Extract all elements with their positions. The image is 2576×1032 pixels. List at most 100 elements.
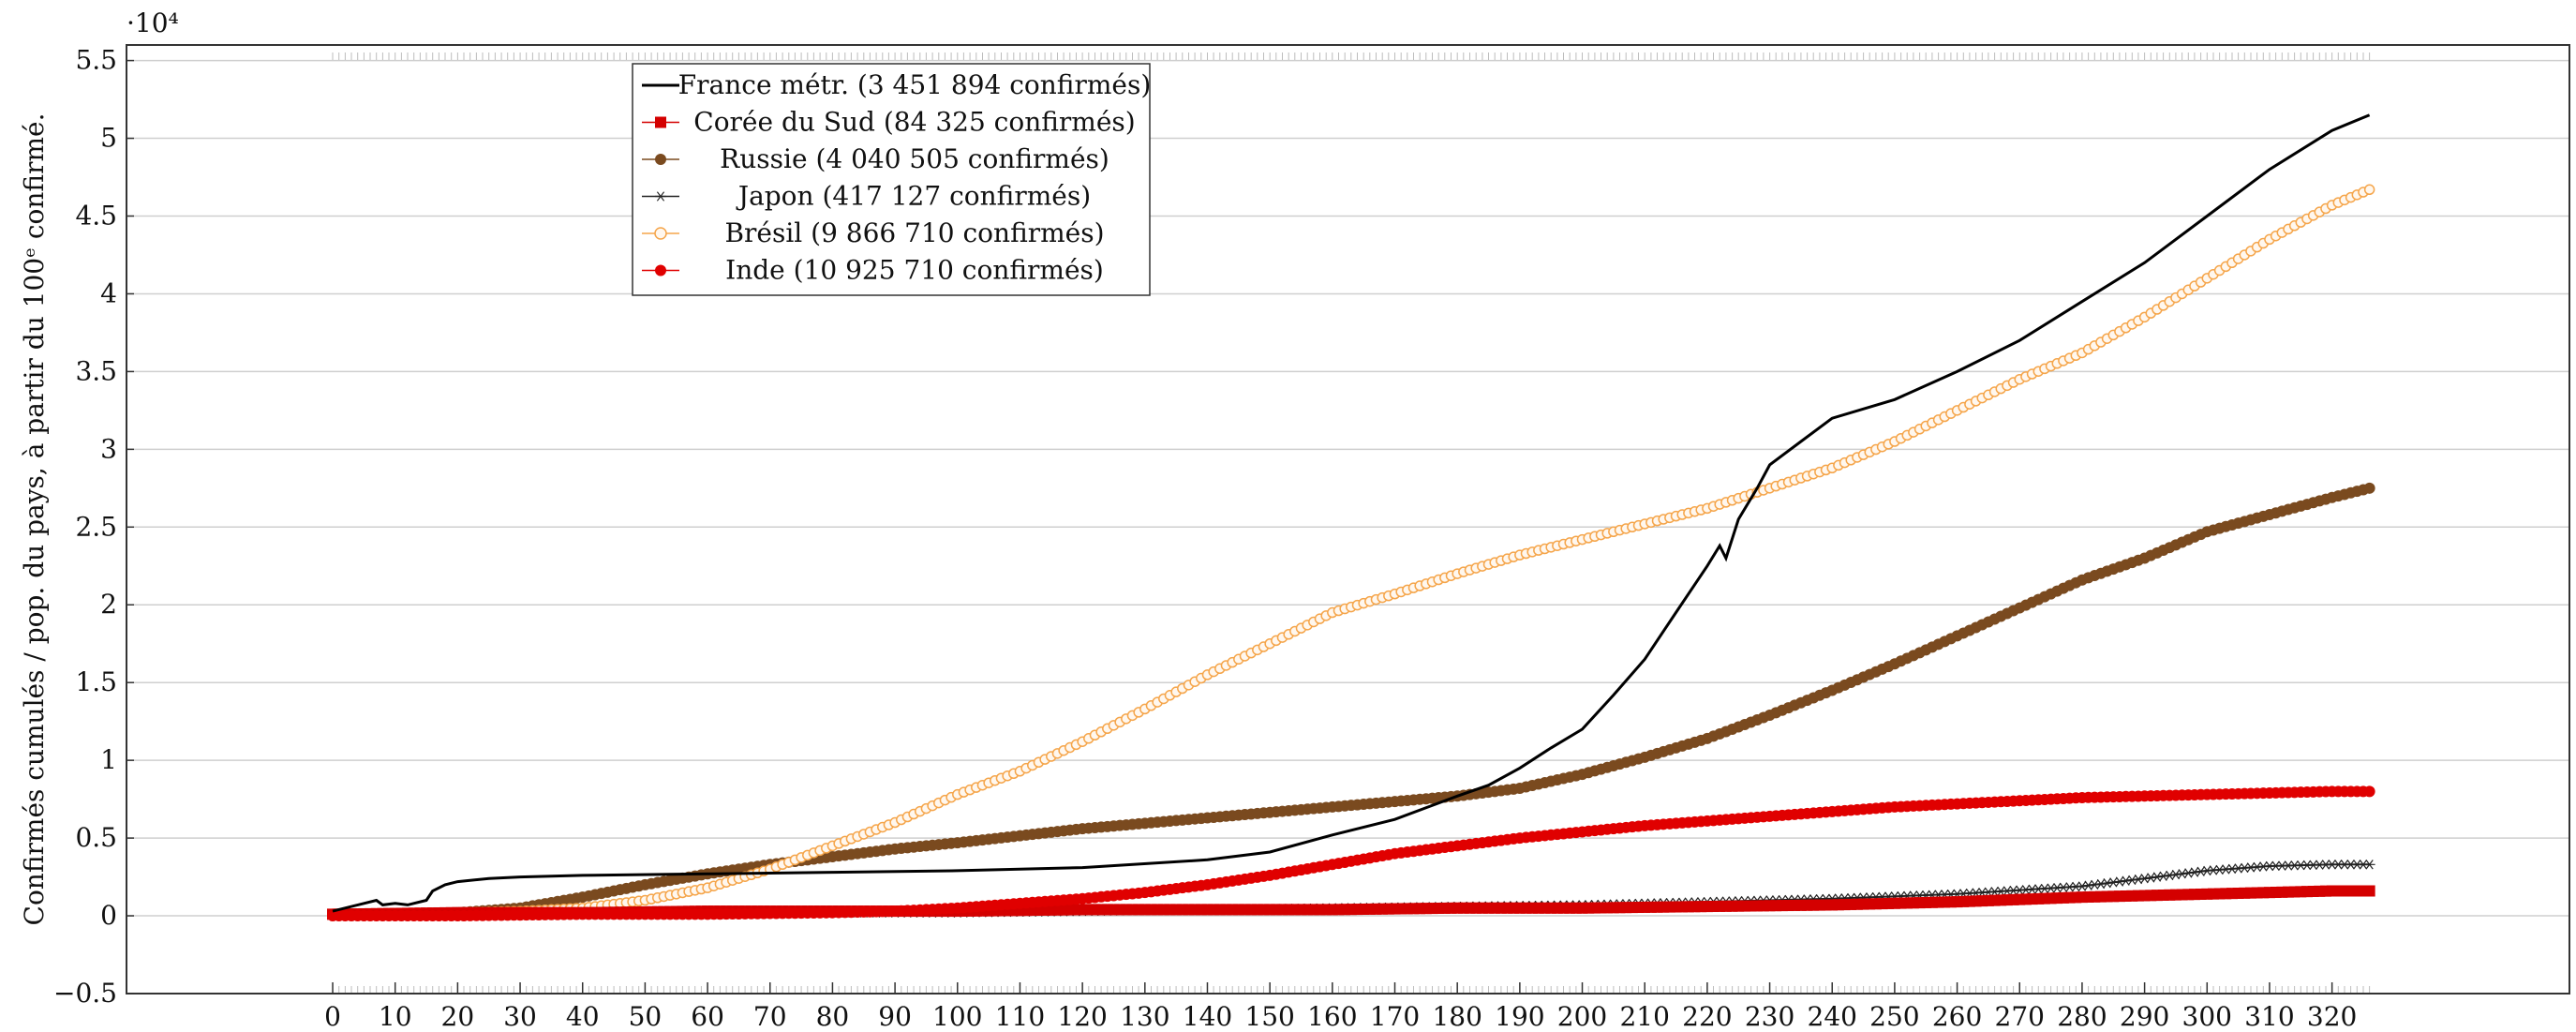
data-point — [2188, 867, 2200, 877]
x-tick-label: 10 — [379, 1001, 412, 1032]
y-tick-label: 4 — [100, 277, 117, 308]
plot-frame — [126, 44, 2570, 995]
x-tick-label: 190 — [1495, 1001, 1544, 1032]
x-tick-label: 300 — [2182, 1001, 2232, 1032]
legend-label: Inde (10 925 710 confirmés) — [725, 255, 1104, 286]
x-tick-label: 280 — [2057, 1001, 2107, 1032]
legend-label: France métr. (3 451 894 confirmés) — [678, 69, 1152, 100]
data-point — [2101, 878, 2113, 889]
x-tick-label: 110 — [995, 1001, 1045, 1032]
x-tick-label: 170 — [1370, 1001, 1420, 1032]
x-tick-label: 30 — [503, 1001, 537, 1032]
data-point — [2089, 879, 2101, 890]
legend-entry: Japon (417 127 confirmés) — [642, 181, 1091, 212]
data-point — [2151, 872, 2163, 882]
legend-entry: Brésil (9 866 710 confirmés) — [642, 217, 1105, 248]
series-0 — [332, 113, 2371, 913]
data-point — [2132, 874, 2144, 885]
data-point — [2169, 869, 2181, 880]
x-tick-label: 40 — [566, 1001, 600, 1032]
legend-label: Japon (417 127 confirmés) — [736, 181, 1091, 212]
legend-label: Russie (4 040 505 confirmés) — [720, 143, 1109, 174]
grid-lines — [127, 59, 2569, 995]
y-tick-label: 2 — [100, 589, 117, 620]
data-point — [2363, 785, 2375, 798]
x-tick-label: 250 — [1869, 1001, 1919, 1032]
x-axis-ticks: 0 10 20 30 40 50 60 70 80 90 100 110 120 130 140 150 160… — [324, 982, 2357, 1032]
legend-label: Corée du Sud (84 325 confirmés) — [693, 107, 1135, 138]
series-line — [333, 486, 2370, 916]
legend-entry: Corée du Sud (84 325 confirmés) — [642, 107, 1136, 138]
data-point — [2182, 868, 2195, 878]
data-point — [2363, 482, 2375, 494]
x-tick-label: 140 — [1183, 1001, 1232, 1032]
y-axis-ticks: −0.5 0 0.5 1 1.5 2 2.5 3 3.5 4 4.5 5 5.5 — [53, 45, 134, 1009]
series-2 — [327, 482, 2375, 920]
y-tick-label: 0.5 — [75, 822, 117, 853]
x-tick-label: 180 — [1432, 1001, 1482, 1032]
x-tick-label: 220 — [1682, 1001, 1732, 1032]
y-tick-label: −0.5 — [53, 978, 117, 1009]
x-tick-label: 310 — [2244, 1001, 2294, 1032]
x-tick-label: 20 — [441, 1001, 475, 1032]
x-tick-label: 60 — [691, 1001, 724, 1032]
data-point — [2120, 875, 2132, 886]
x-tick-label: 200 — [1557, 1001, 1607, 1032]
y-tick-label: 1.5 — [75, 666, 117, 697]
x-tick-label: 160 — [1307, 1001, 1357, 1032]
y-tick-label: 5.5 — [75, 45, 117, 76]
data-point — [2107, 877, 2120, 888]
y-axis-exponent-label: ·10⁴ — [127, 7, 179, 38]
data-point — [2176, 869, 2188, 879]
legend: France métr. (3 451 894 confirmés) Corée … — [632, 63, 1151, 296]
x-tick-label: 260 — [1932, 1001, 1982, 1032]
y-tick-label: 5 — [100, 123, 117, 154]
x-tick-label: 320 — [2307, 1001, 2357, 1032]
y-axis-title: Confirmés cumulés / pop. du pays, à part… — [19, 113, 50, 926]
x-tick-label: 80 — [816, 1001, 850, 1032]
data-point — [2126, 875, 2138, 886]
y-tick-label: 4.5 — [75, 200, 117, 231]
x-tick-label: 120 — [1057, 1001, 1107, 1032]
x-tick-label: 90 — [878, 1001, 912, 1032]
data-point — [2164, 870, 2176, 881]
series-5 — [327, 785, 2375, 922]
legend-swatch-marker — [655, 116, 666, 128]
x-tick-label: 240 — [1808, 1001, 1857, 1032]
x-tick-label: 50 — [629, 1001, 663, 1032]
legend-swatch-marker — [655, 264, 666, 277]
data-point — [2082, 880, 2094, 890]
legend-entry: Russie (4 040 505 confirmés) — [642, 143, 1109, 174]
data-point — [2113, 876, 2125, 887]
legend-swatch-marker — [654, 227, 667, 240]
legend-swatch-marker — [655, 154, 666, 165]
x-tick-label: 130 — [1120, 1001, 1169, 1032]
data-point — [2076, 881, 2088, 891]
data-point — [2094, 878, 2107, 890]
y-tick-label: 3 — [100, 433, 117, 464]
data-point — [2145, 873, 2157, 883]
y-tick-label: 2.5 — [75, 511, 117, 542]
y-tick-label: 1 — [100, 744, 117, 775]
x-tick-label: 270 — [1995, 1001, 2045, 1032]
series-line — [332, 113, 2371, 913]
legend-swatch-marker — [655, 191, 666, 202]
series-layer — [327, 113, 2375, 922]
x-tick-label: 0 — [324, 1001, 341, 1032]
x-tick-label: 100 — [932, 1001, 982, 1032]
x-tick-label: 210 — [1619, 1001, 1669, 1032]
data-point — [2363, 184, 2375, 196]
data-point — [2195, 866, 2207, 876]
data-point — [2157, 871, 2169, 881]
legend-label: Brésil (9 866 710 confirmés) — [724, 217, 1104, 248]
y-tick-label: 0 — [100, 900, 117, 931]
legend-entry: France métr. (3 451 894 confirmés) — [642, 69, 1151, 100]
data-point — [2363, 860, 2375, 870]
data-point — [2363, 885, 2375, 897]
legend-entry: Inde (10 925 710 confirmés) — [642, 255, 1104, 286]
x-tick-label: 150 — [1244, 1001, 1294, 1032]
x-tick-label: 230 — [1745, 1001, 1794, 1032]
x-tick-label: 70 — [753, 1001, 787, 1032]
x-tick-label: 290 — [2120, 1001, 2169, 1032]
